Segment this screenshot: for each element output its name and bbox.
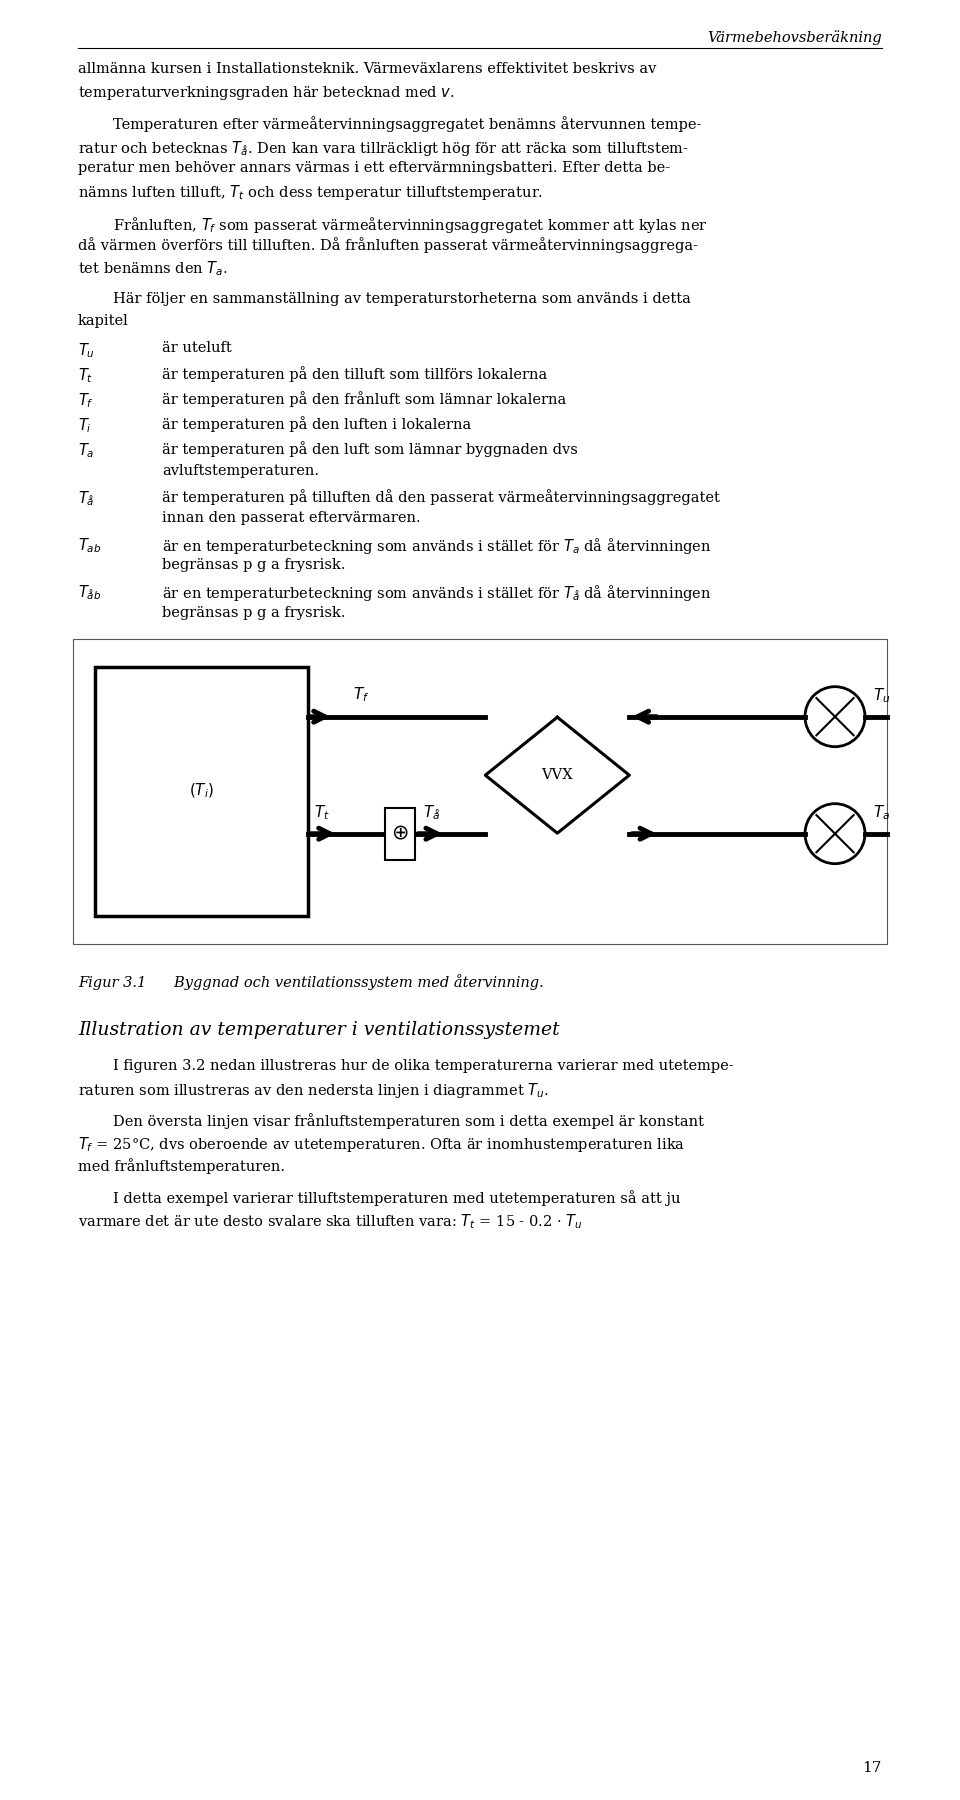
Text: är en temperaturbeteckning som används i stället för $T_{å}$ då återvinningen: är en temperaturbeteckning som används i… [162, 583, 711, 603]
Text: nämns luften tilluft, $T_t$ och dess temperatur tilluftstemperatur.: nämns luften tilluft, $T_t$ och dess tem… [78, 184, 543, 202]
Text: $T_{ab}$: $T_{ab}$ [78, 536, 101, 554]
Text: $T_f$ = 25°C, dvs oberoende av utetemperaturen. Ofta är inomhustemperaturen lika: $T_f$ = 25°C, dvs oberoende av utetemper… [78, 1136, 685, 1154]
Text: $T_f$: $T_f$ [353, 686, 370, 704]
Text: med frånluftstemperaturen.: med frånluftstemperaturen. [78, 1157, 285, 1174]
Text: då värmen överförs till tilluften. Då frånluften passerat värmeåtervinningsaggre: då värmen överförs till tilluften. Då fr… [78, 238, 698, 254]
Text: är temperaturen på den luften i lokalerna: är temperaturen på den luften i lokalern… [162, 416, 471, 432]
Text: $T_t$: $T_t$ [314, 803, 330, 821]
Text: är temperaturen på den frånluft som lämnar lokalerna: är temperaturen på den frånluft som lämn… [162, 391, 566, 407]
Text: $T_a$: $T_a$ [873, 803, 890, 821]
Text: $T_t$: $T_t$ [78, 365, 93, 385]
Text: raturen som illustreras av den nedersta linjen i diagrammet $T_u$.: raturen som illustreras av den nedersta … [78, 1082, 549, 1100]
Text: temperaturverkningsgraden här betecknad med $v$.: temperaturverkningsgraden här betecknad … [78, 85, 455, 103]
Text: $T_{åb}$: $T_{åb}$ [78, 583, 101, 603]
Text: allmänna kursen i Installationsteknik. Värmeväxlarens effektivitet beskrivs av: allmänna kursen i Installationsteknik. V… [78, 61, 657, 76]
Text: $T_{å}$: $T_{å}$ [423, 803, 441, 821]
Text: är uteluft: är uteluft [162, 342, 231, 355]
Text: $T_u$: $T_u$ [78, 342, 95, 360]
Text: $T_u$: $T_u$ [873, 686, 891, 704]
Text: peratur men behöver annars värmas i ett eftervärmningsbatteri. Efter detta be-: peratur men behöver annars värmas i ett … [78, 160, 670, 175]
Text: $T_f$: $T_f$ [78, 391, 94, 410]
Text: ratur och betecknas $T_{å}$. Den kan vara tillräckligt hög för att räcka som til: ratur och betecknas $T_{å}$. Den kan var… [78, 139, 689, 158]
Text: är temperaturen på den tilluft som tillförs lokalerna: är temperaturen på den tilluft som tillf… [162, 365, 547, 382]
Bar [385, 808, 416, 860]
Text: I detta exempel varierar tilluftstemperaturen med utetemperaturen så att ju: I detta exempel varierar tilluftstempera… [113, 1190, 681, 1206]
Text: är en temperaturbeteckning som används i stället för $T_a$ då återvinningen: är en temperaturbeteckning som används i… [162, 536, 711, 556]
Text: innan den passerat eftervärmaren.: innan den passerat eftervärmaren. [162, 511, 420, 526]
Text: $T_{å}$: $T_{å}$ [78, 490, 94, 508]
Text: begränsas p g a frysrisk.: begränsas p g a frysrisk. [162, 605, 346, 619]
Text: Värmebehovsberäkning: Värmebehovsberäkning [708, 31, 882, 45]
Text: Temperaturen efter värmeåtervinningsaggregatet benämns återvunnen tempe-: Temperaturen efter värmeåtervinningsaggr… [113, 117, 702, 131]
Text: tet benämns den $T_a$.: tet benämns den $T_a$. [78, 259, 228, 279]
Text: Den översta linjen visar frånluftstemperaturen som i detta exempel är konstant: Den översta linjen visar frånluftstemper… [113, 1112, 704, 1129]
Text: begränsas p g a frysrisk.: begränsas p g a frysrisk. [162, 558, 346, 572]
Text: är temperaturen på den luft som lämnar byggnaden dvs: är temperaturen på den luft som lämnar b… [162, 441, 578, 457]
Text: VVX: VVX [541, 769, 573, 783]
Text: Frånluften, $T_f$ som passerat värmeåtervinningsaggregatet kommer att kylas ner: Frånluften, $T_f$ som passerat värmeåter… [113, 216, 708, 236]
Polygon shape [486, 716, 630, 833]
Text: $\oplus$: $\oplus$ [392, 824, 409, 842]
Text: Figur 3.1      Byggnad och ventilationssystem med återvinning.: Figur 3.1 Byggnad och ventilationssystem… [78, 974, 543, 990]
Text: Illustration av temperaturer i ventilationssystemet: Illustration av temperaturer i ventilati… [78, 1021, 560, 1039]
Text: 17: 17 [863, 1760, 882, 1775]
Bar [73, 639, 887, 943]
Text: kapitel: kapitel [78, 313, 129, 328]
Text: är temperaturen på tilluften då den passerat värmeåtervinningsaggregatet: är temperaturen på tilluften då den pass… [162, 490, 720, 504]
Text: I figuren 3.2 nedan illustreras hur de olika temperaturerna varierar med utetemp: I figuren 3.2 nedan illustreras hur de o… [113, 1058, 733, 1073]
Text: $T_a$: $T_a$ [78, 441, 94, 461]
Text: varmare det är ute desto svalare ska tilluften vara: $T_t$ = 15 - 0.2 · $T_u$: varmare det är ute desto svalare ska til… [78, 1211, 583, 1231]
Text: avluftstemperaturen.: avluftstemperaturen. [162, 464, 319, 477]
Text: $(T_i)$: $(T_i)$ [189, 781, 214, 801]
Text: $T_i$: $T_i$ [78, 416, 92, 436]
Text: Här följer en sammanställning av temperaturstorheterna som används i detta: Här följer en sammanställning av tempera… [113, 292, 691, 306]
Bar [95, 666, 308, 916]
